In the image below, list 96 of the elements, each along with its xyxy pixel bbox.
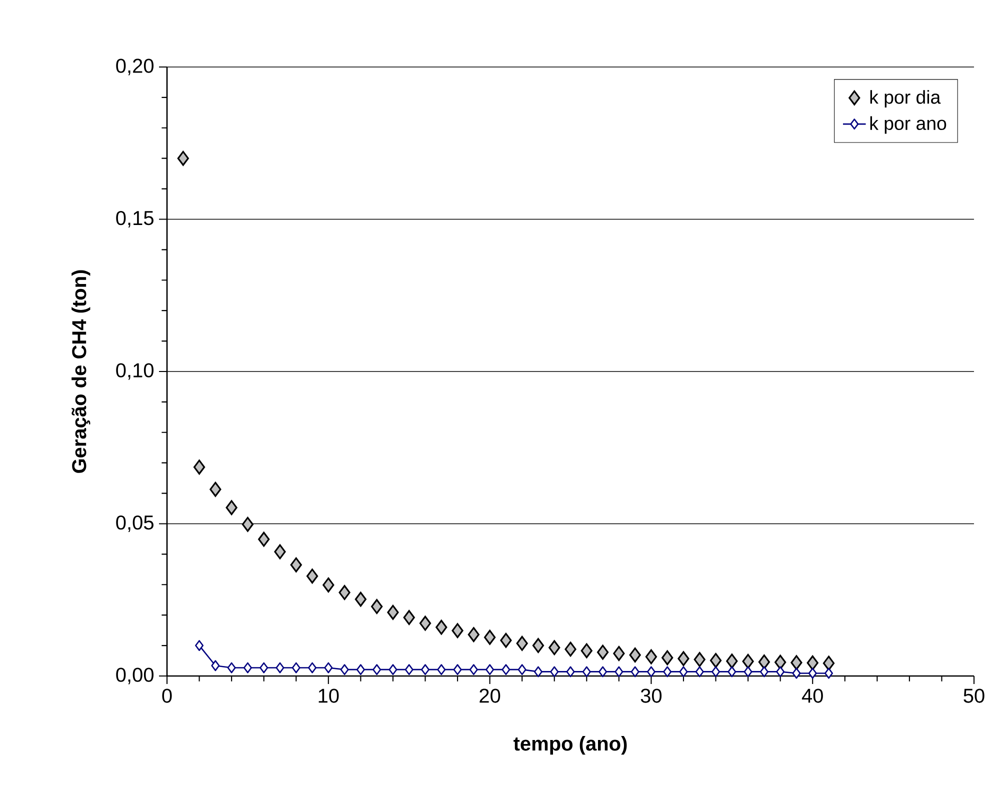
legend-label: k por ano — [870, 116, 946, 134]
point — [226, 500, 238, 516]
point — [388, 664, 398, 676]
point — [726, 654, 738, 669]
point — [292, 662, 300, 674]
y-tick-label: 0,00 — [116, 668, 154, 684]
point — [518, 664, 526, 676]
point — [646, 666, 656, 678]
x-tick-label: 10 — [318, 688, 339, 703]
point — [260, 662, 268, 674]
point — [356, 664, 365, 676]
point — [437, 664, 446, 676]
y-tick-label: 0,20 — [116, 58, 154, 76]
point — [550, 666, 559, 678]
point — [822, 656, 835, 671]
point — [372, 664, 382, 676]
point — [436, 620, 448, 635]
point — [598, 666, 608, 678]
y-tick-label: 0,10 — [116, 363, 154, 380]
y-tick-label: 0,05 — [116, 515, 154, 532]
point — [419, 616, 432, 631]
point — [324, 662, 333, 674]
point — [500, 632, 512, 648]
point — [790, 655, 802, 670]
x-tick-label: 20 — [480, 688, 500, 703]
point — [258, 532, 270, 547]
point — [808, 668, 817, 679]
point — [678, 651, 690, 666]
point — [534, 666, 542, 678]
point — [758, 654, 770, 670]
point — [679, 666, 688, 678]
point — [580, 643, 592, 658]
point — [195, 640, 204, 652]
point — [486, 664, 494, 676]
legend-label: k por dia — [870, 90, 941, 108]
x-tick-label: 0 — [162, 688, 172, 703]
point — [532, 638, 544, 653]
point — [710, 652, 722, 668]
point — [306, 568, 318, 584]
point — [274, 544, 286, 560]
point — [340, 664, 349, 676]
point — [728, 666, 736, 678]
point — [744, 666, 752, 678]
point — [566, 666, 575, 678]
point — [694, 652, 706, 668]
point — [308, 662, 317, 674]
x-tick-label: 40 — [802, 688, 823, 703]
y-tick-label: 0,15 — [116, 210, 154, 228]
point — [695, 666, 704, 678]
point — [806, 655, 818, 670]
point — [211, 660, 220, 672]
x-tick-label: 50 — [964, 688, 984, 703]
point — [516, 636, 528, 651]
point — [453, 664, 462, 676]
point — [193, 460, 206, 475]
point — [403, 610, 415, 625]
point — [630, 666, 640, 678]
x-axis-title: tempo (ano) — [514, 736, 627, 755]
point — [210, 482, 222, 497]
y-axis-title: Geração de CH4 (ton) — [72, 270, 90, 473]
point — [354, 592, 366, 607]
point — [322, 577, 334, 592]
point — [452, 623, 464, 638]
point — [742, 654, 754, 669]
point — [613, 646, 625, 661]
point — [404, 664, 414, 676]
point — [290, 557, 302, 572]
point — [371, 599, 383, 614]
point — [824, 668, 834, 679]
point — [645, 649, 658, 664]
x-tick-label: 30 — [640, 688, 662, 703]
point — [711, 666, 720, 678]
point — [177, 150, 189, 166]
point — [776, 666, 785, 678]
point — [792, 668, 801, 679]
point — [242, 516, 254, 532]
point — [564, 642, 576, 657]
point — [662, 650, 674, 666]
point — [774, 654, 786, 670]
point — [582, 666, 591, 678]
point — [387, 604, 399, 620]
point — [548, 640, 560, 656]
point — [502, 664, 510, 676]
point — [420, 664, 430, 676]
point — [468, 627, 480, 642]
point — [484, 630, 496, 645]
point — [760, 666, 768, 678]
point — [243, 662, 252, 674]
point — [614, 666, 624, 678]
point — [469, 664, 478, 676]
point — [338, 585, 350, 600]
point — [276, 662, 284, 674]
point — [629, 648, 641, 662]
point — [663, 666, 672, 678]
point — [227, 662, 236, 674]
point — [596, 644, 609, 660]
